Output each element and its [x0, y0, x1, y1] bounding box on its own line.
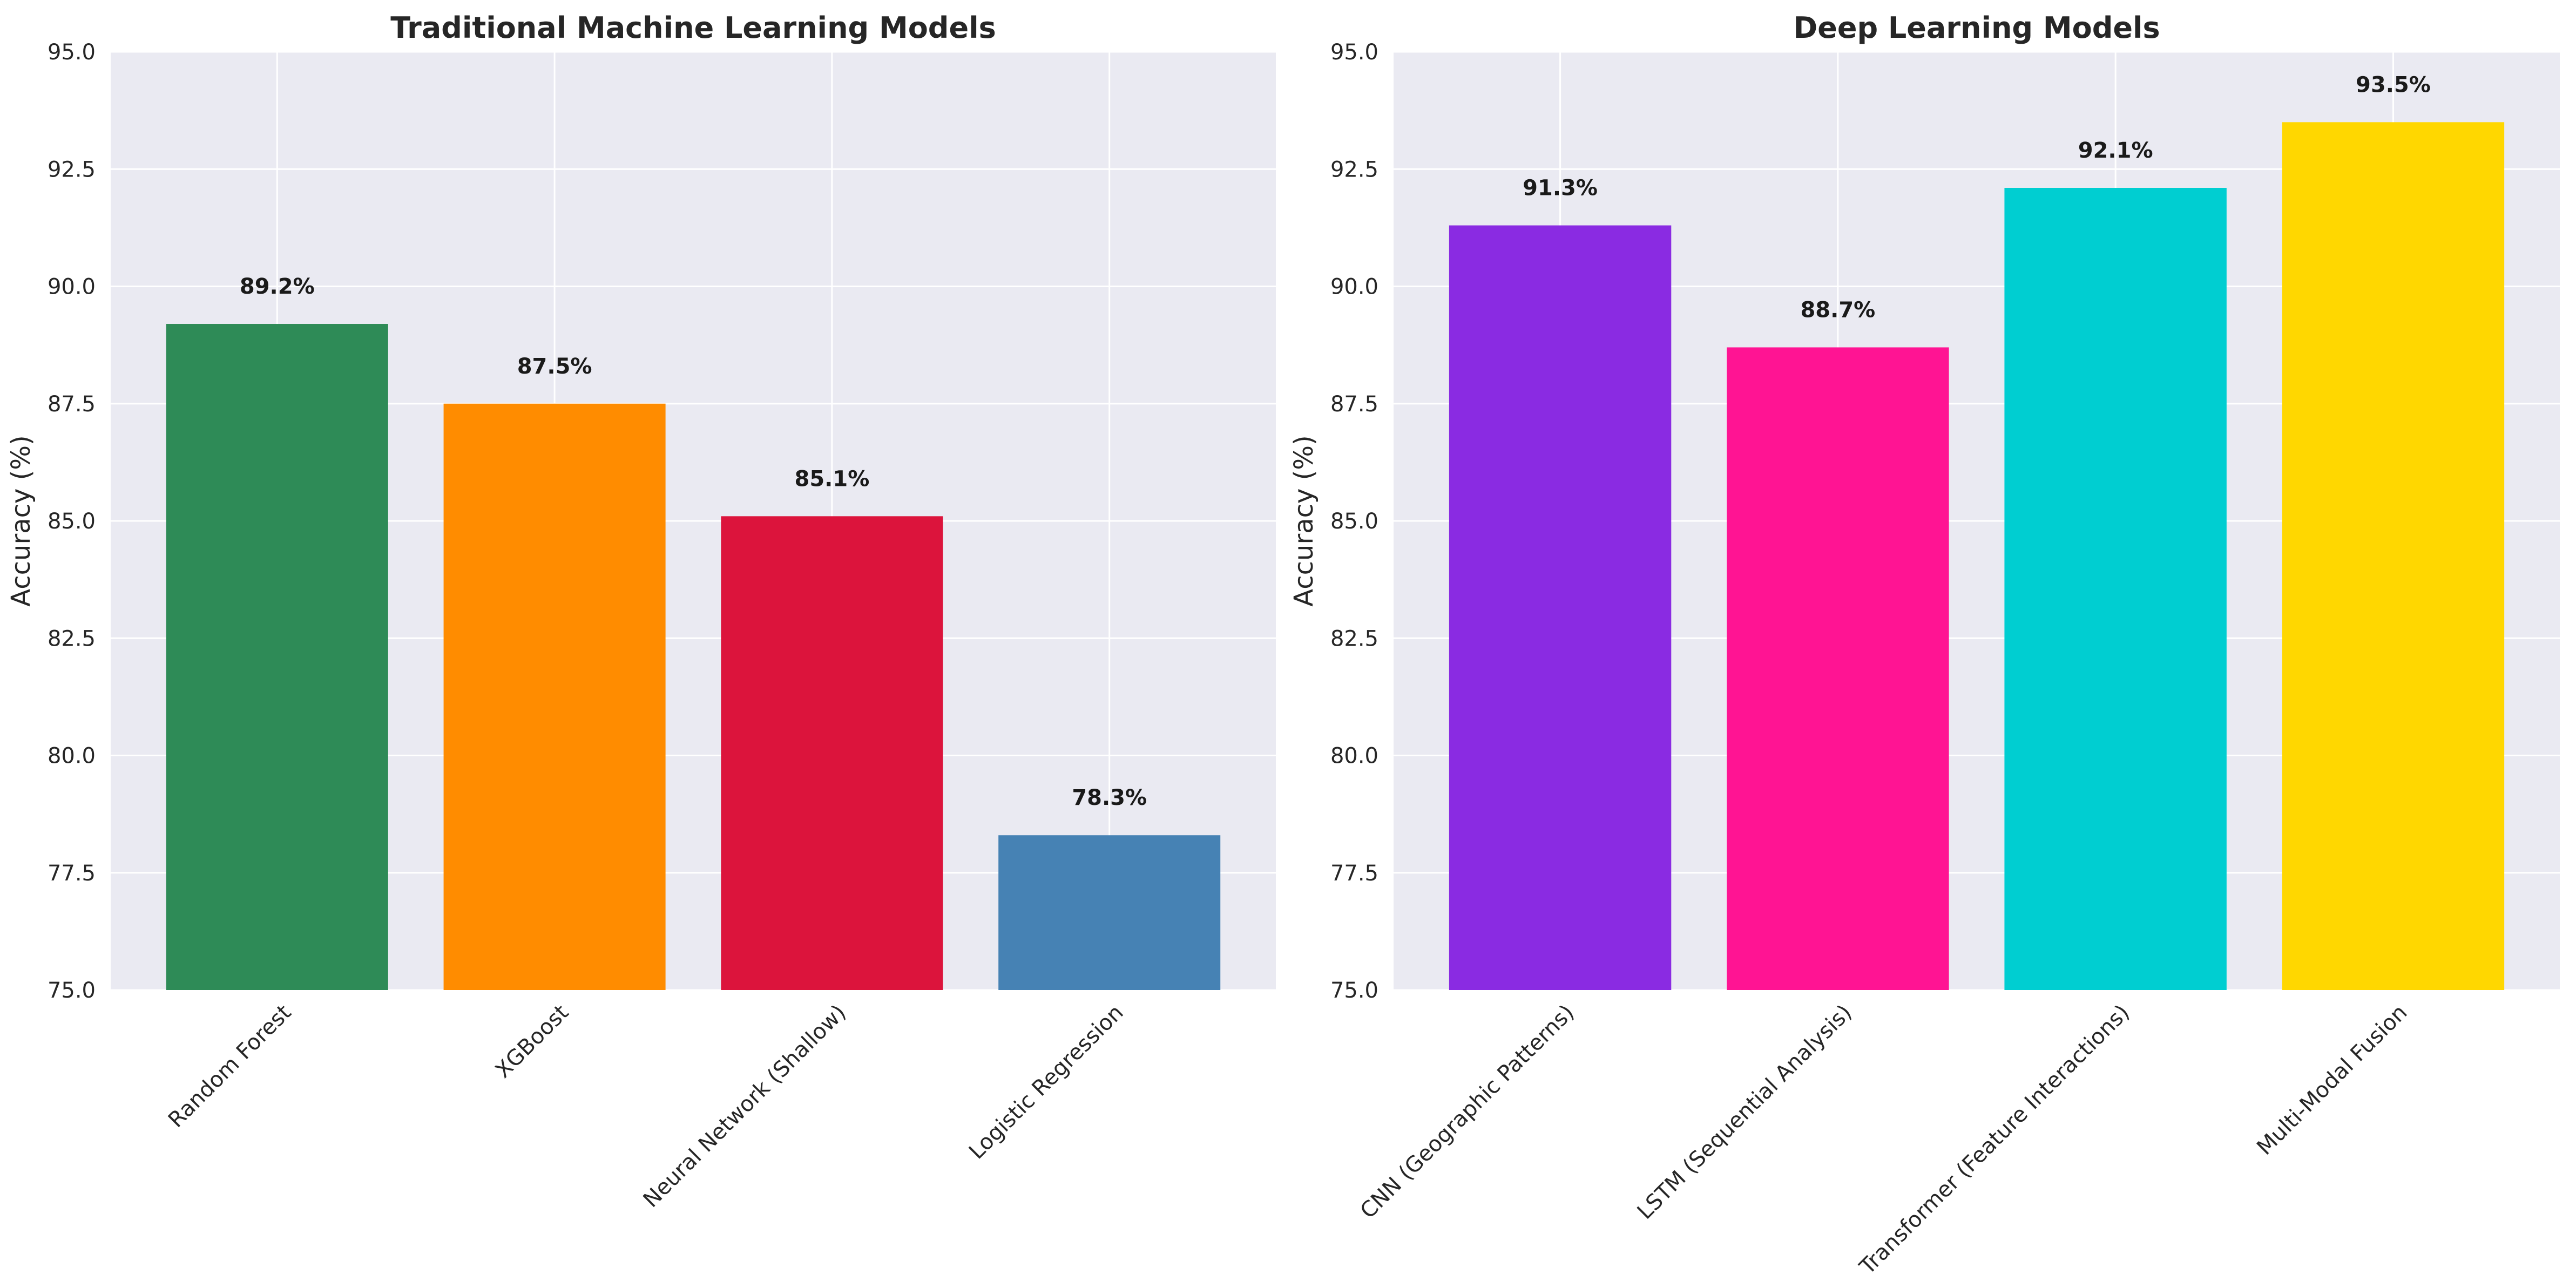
y-tick-label: 82.5: [1330, 626, 1378, 651]
bar: [998, 835, 1221, 990]
chart-panel-2: 75.0 77.5 80.0 82.5 85.0 87.5 90.0 92.5 95.0 91.3…: [1289, 11, 2560, 1280]
bar-value-label: 91.3%: [1523, 176, 1598, 201]
bar: [443, 403, 666, 990]
chart-title: Traditional Machine Learning Models: [390, 11, 996, 45]
x-tick-label: Neural Network (Shallow): [639, 1000, 851, 1212]
y-tick-label: 75.0: [48, 978, 96, 1003]
bar: [721, 516, 943, 990]
y-tick-label: 80.0: [1330, 744, 1378, 769]
y-tick-label: 85.0: [48, 509, 96, 534]
y-tick-label: 82.5: [48, 626, 96, 651]
y-tick-label: 90.0: [48, 275, 96, 300]
bar-value-label: 87.5%: [517, 354, 592, 379]
y-tick-label: 87.5: [1330, 392, 1378, 417]
y-tick-label: 77.5: [48, 861, 96, 886]
x-tick-label: LSTM (Sequential Analysis): [1633, 1000, 1857, 1224]
bar-value-label: 88.7%: [1800, 297, 1875, 322]
bar: [166, 324, 388, 990]
y-tick-label: 90.0: [1330, 275, 1378, 300]
bar: [2282, 122, 2505, 991]
y-tick-label: 80.0: [48, 744, 96, 769]
y-axis-label: Accuracy (%): [1289, 435, 1319, 606]
y-tick-label: 92.5: [1330, 157, 1378, 182]
x-tick-label: Transformer (Feature Interactions): [1855, 1000, 2134, 1279]
y-tick-label: 75.0: [1330, 978, 1378, 1003]
x-tick-label: CNN (Geographic Patterns): [1356, 1000, 1579, 1224]
x-tick-label: Logistic Regression: [964, 1000, 1128, 1164]
y-axis-label: Accuracy (%): [6, 435, 36, 606]
bar: [1727, 347, 1949, 990]
bar-value-label: 85.1%: [795, 466, 870, 491]
chart-panel-1: 75.0 77.5 80.0 82.5 85.0 87.5 90.0 92.5 95.0 89.2…: [6, 11, 1276, 1212]
bar: [2004, 188, 2227, 990]
x-tick-label: Multi-Modal Fusion: [2252, 1000, 2412, 1160]
x-tick-label: XGBoost: [491, 1000, 574, 1083]
x-tick-label: Random Forest: [164, 1000, 296, 1133]
y-tick-label: 95.0: [1330, 40, 1378, 65]
y-tick-label: 85.0: [1330, 509, 1378, 534]
chart-title: Deep Learning Models: [1793, 11, 2160, 45]
bar-value-label: 78.3%: [1072, 785, 1147, 810]
y-tick-label: 77.5: [1330, 861, 1378, 886]
bar-value-label: 89.2%: [240, 274, 315, 299]
y-tick-label: 95.0: [48, 40, 96, 65]
y-tick-label: 87.5: [48, 392, 96, 417]
bar: [1449, 225, 1672, 990]
bar-value-label: 93.5%: [2356, 72, 2431, 97]
bar-value-label: 92.1%: [2078, 138, 2153, 163]
y-tick-label: 92.5: [48, 157, 96, 182]
